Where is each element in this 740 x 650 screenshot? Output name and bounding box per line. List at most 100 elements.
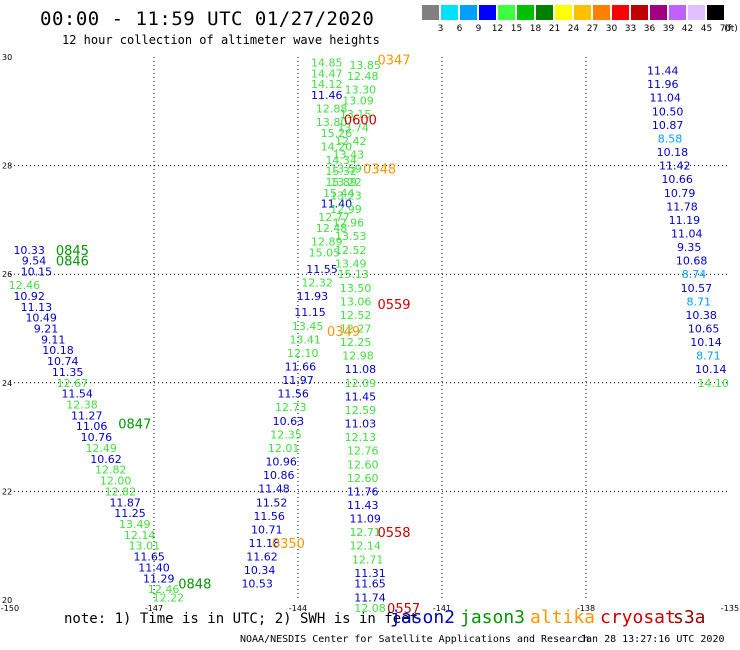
data-label: 10.96 [265, 456, 297, 469]
data-label: 11.46 [311, 89, 343, 102]
data-label: 12.22 [153, 591, 185, 604]
data-label: 11.13 [21, 301, 53, 314]
data-label: 11.45 [345, 390, 377, 403]
data-label: 13.50 [340, 282, 372, 295]
data-label: 10.15 [21, 265, 53, 278]
legend-item-jason2: jason2 [390, 607, 456, 628]
data-label: 10.71 [251, 523, 283, 536]
data-label: 13.43 [333, 149, 365, 162]
data-label: 12.98 [342, 350, 374, 363]
data-label: 10.66 [661, 173, 693, 186]
data-label: 12.25 [340, 336, 372, 349]
data-label: 12.71 [352, 553, 384, 566]
data-label: 11.55 [306, 263, 338, 276]
data-label: 13.01 [129, 540, 161, 553]
scale-label: 30 [605, 24, 618, 34]
data-label: 12.52 [340, 309, 372, 322]
time-label: 0845 [56, 244, 89, 259]
x-tick-label: -147 [145, 604, 163, 613]
data-label: 10.14 [695, 363, 727, 376]
data-label: 12.82 [95, 464, 127, 477]
time-label: 0846 [56, 255, 89, 270]
data-label: 12.49 [85, 442, 117, 455]
data-label: 10.74 [47, 355, 79, 368]
data-label: 8.71 [687, 295, 712, 308]
scale-label: 36 [643, 24, 656, 34]
data-label: 11.56 [253, 510, 285, 523]
data-label: 14.20 [321, 141, 353, 154]
data-label: 10.53 [241, 578, 273, 591]
time-label: 0349 [327, 325, 360, 340]
data-label: 11.74 [354, 591, 386, 604]
data-label: 13.23 [330, 189, 362, 202]
data-label: 10.87 [652, 119, 684, 132]
y-tick-label: 24 [2, 379, 12, 388]
scale-swatch [441, 5, 458, 20]
data-label: 10.49 [25, 312, 57, 325]
data-label: 11.65 [354, 578, 386, 591]
data-label: 8.58 [658, 132, 683, 145]
data-label: 12.35 [270, 428, 302, 441]
data-label: 13.06 [340, 295, 372, 308]
data-label: 12.59 [345, 404, 377, 417]
data-label: 12.09 [345, 377, 377, 390]
data-label: 11.48 [258, 483, 290, 496]
data-label: 11.06 [76, 420, 108, 433]
legend-item-jason3: jason3 [460, 607, 526, 628]
data-label: 15.32 [325, 165, 357, 178]
legend-item-s3a: s3a [673, 607, 706, 628]
scale-swatch [669, 5, 686, 20]
data-label: 12.27 [340, 323, 372, 336]
scale-swatch [555, 5, 572, 20]
data-label: 12.88 [316, 103, 348, 116]
data-label: 12.08 [354, 602, 386, 615]
data-label: 10.62 [90, 453, 122, 466]
data-label: 12.32 [301, 276, 333, 289]
data-label: 11.04 [649, 92, 681, 105]
data-label: 9.35 [677, 241, 702, 254]
data-label: 11.62 [246, 551, 278, 564]
data-label: 13.41 [289, 333, 321, 346]
data-label: 13.80 [316, 116, 348, 129]
data-label: 11.31 [354, 567, 386, 580]
data-label: 9.21 [34, 323, 59, 336]
data-label: 10.86 [263, 469, 295, 482]
data-label: 11.08 [345, 363, 377, 376]
data-label: 12.48 [316, 222, 348, 235]
note-text: note: 1) Time is in UTC; 2) SWH is in fe… [64, 611, 419, 627]
data-label: 13.74 [337, 122, 369, 135]
data-label: 11.44 [647, 65, 679, 78]
data-label: 10.34 [244, 564, 276, 577]
data-label: 11.96 [647, 78, 679, 91]
data-label: 13.53 [335, 230, 367, 243]
scale-swatch [707, 5, 724, 20]
x-tick-label: -135 [721, 604, 739, 613]
data-label: 12.52 [335, 244, 367, 257]
legend-item-cryosat: cryosat [600, 607, 676, 628]
data-label: 14.10 [697, 377, 729, 390]
data-label: 10.38 [685, 309, 717, 322]
data-label: 12.71 [349, 526, 381, 539]
timestamp-text: Jan 28 13:27:16 UTC 2020 [580, 634, 725, 645]
scale-unit: (ft) [724, 24, 738, 34]
data-label: 10.68 [676, 255, 708, 268]
data-label: 12.46 [9, 279, 41, 292]
data-label: 10.92 [13, 290, 45, 303]
scale-swatch [593, 5, 610, 20]
time-label: 0348 [363, 162, 396, 177]
data-label: 12.00 [100, 475, 132, 488]
data-label: 10.63 [273, 415, 305, 428]
scale-swatch [460, 5, 477, 20]
data-label: 11.04 [671, 227, 703, 240]
x-tick-label: -141 [433, 604, 451, 613]
x-tick-label: -144 [289, 604, 307, 613]
data-label: 14.12 [311, 78, 343, 91]
scale-swatch [422, 5, 439, 20]
data-label: 13.85 [349, 59, 381, 72]
data-label: 14.85 [311, 56, 343, 69]
data-label: 12.67 [57, 377, 89, 390]
data-label: 13.49 [335, 257, 367, 270]
data-label: 11.42 [659, 160, 691, 173]
data-label: 11.09 [349, 513, 381, 526]
